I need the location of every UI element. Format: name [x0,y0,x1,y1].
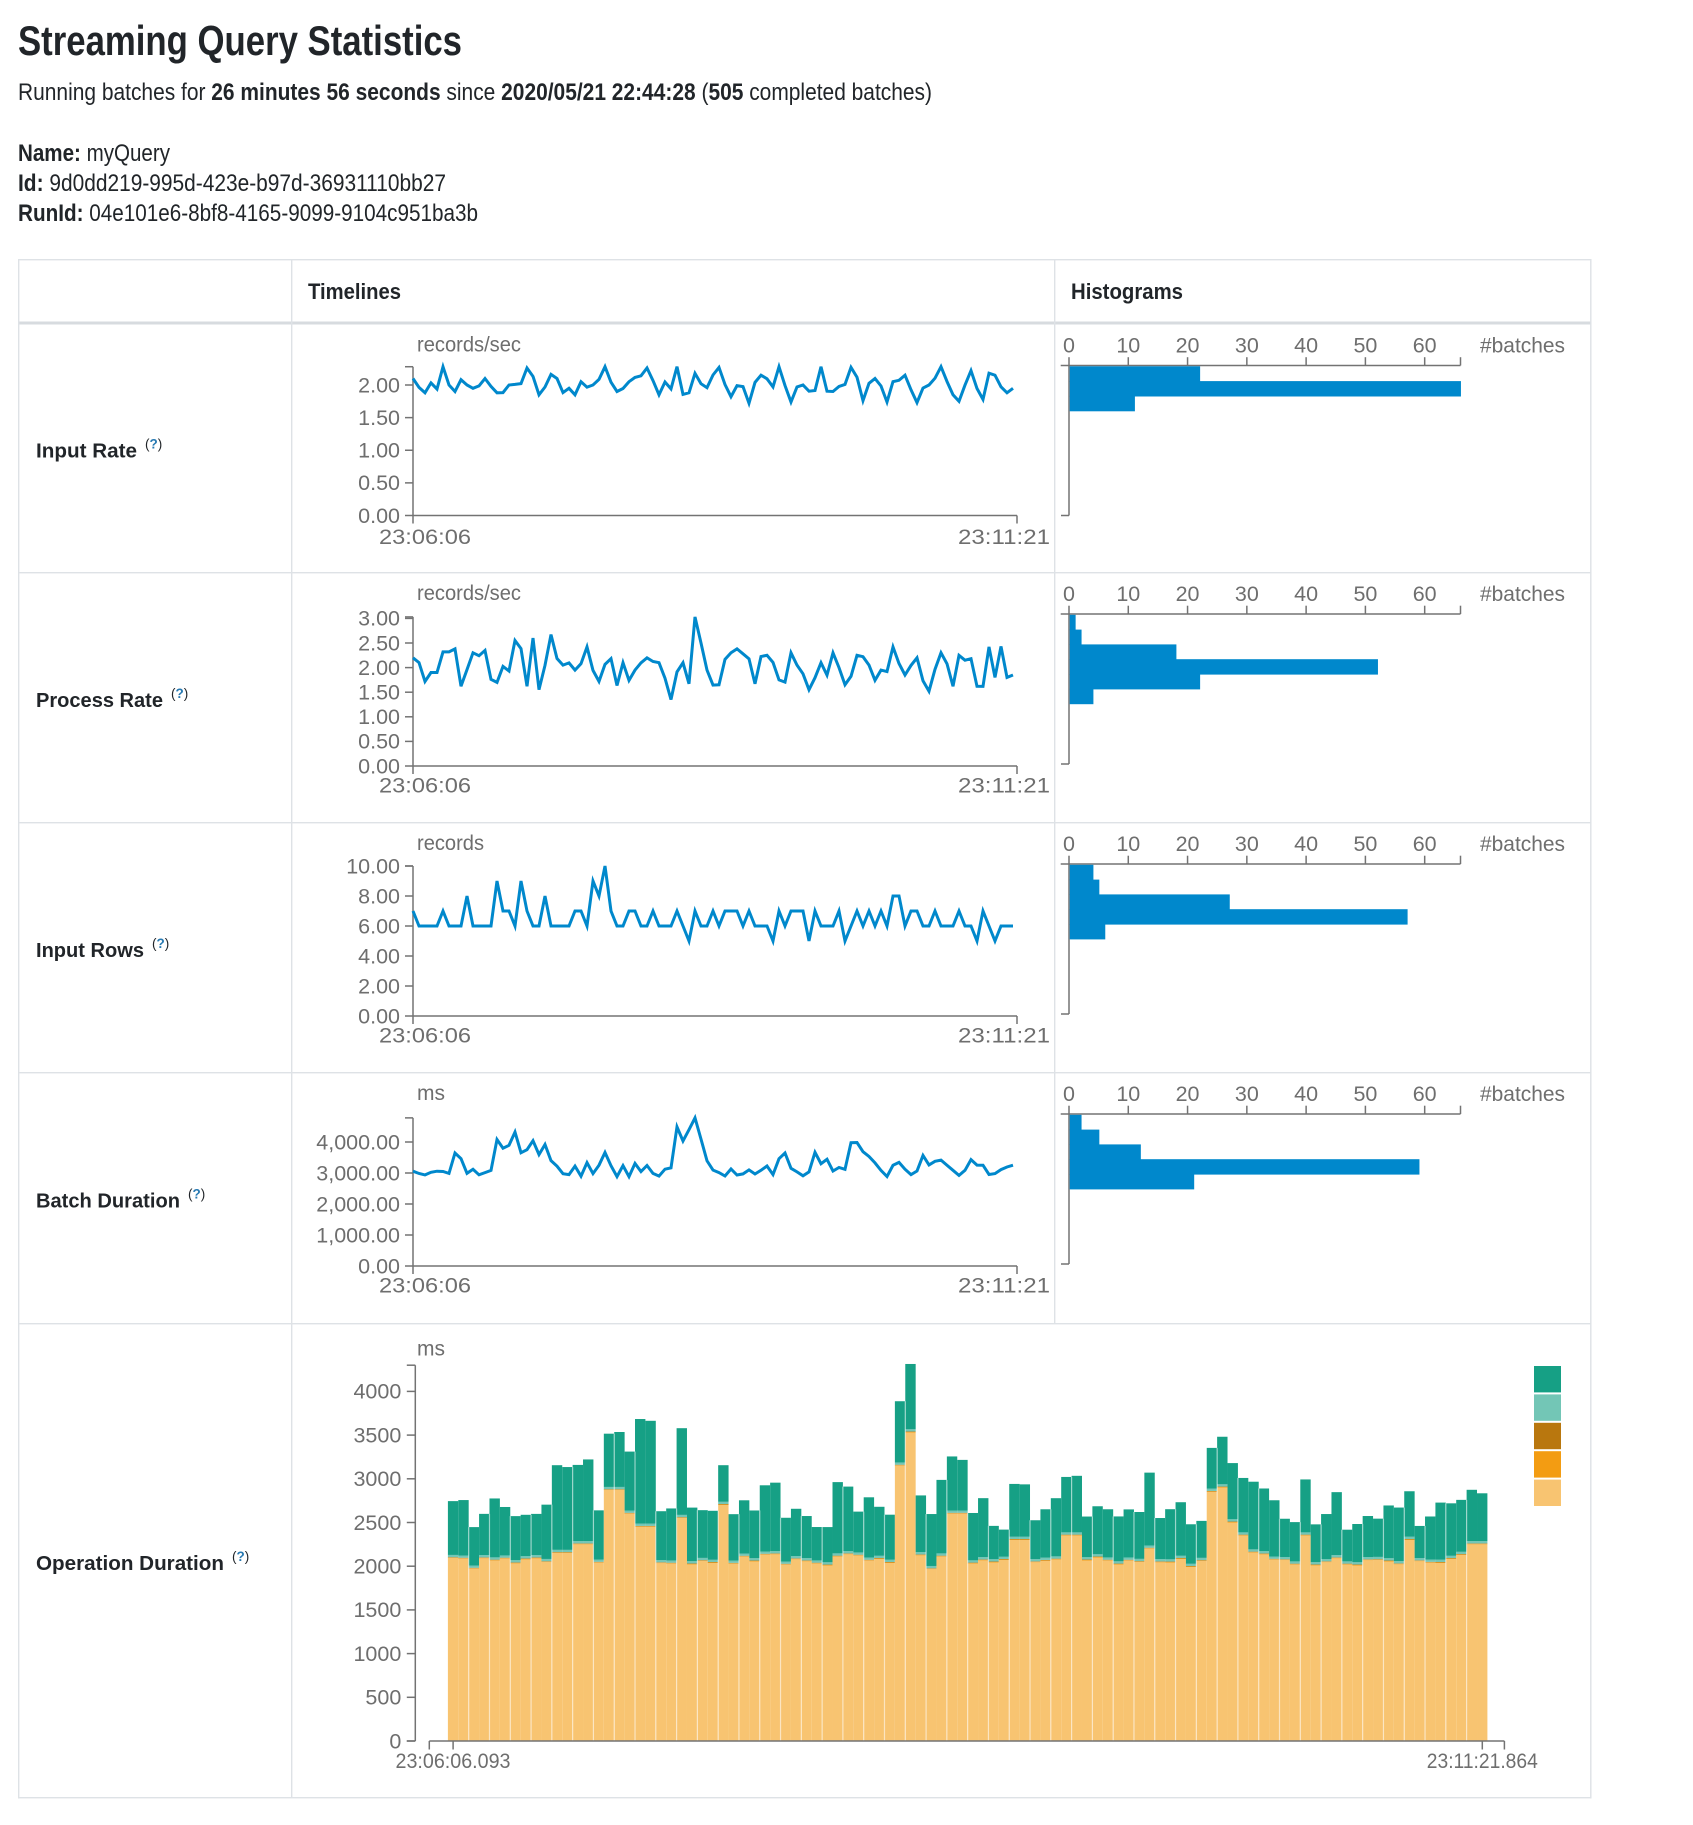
svg-text:0: 0 [1063,334,1075,358]
svg-text:records/sec: records/sec [417,333,521,357]
svg-text:60: 60 [1413,582,1437,606]
svg-text:10: 10 [1116,334,1140,358]
svg-text:(?): (?) [188,1187,205,1202]
svg-text:#batches: #batches [1480,1082,1565,1106]
svg-text:Operation Duration: Operation Duration [36,1552,224,1575]
svg-text:1500: 1500 [353,1598,401,1622]
svg-text:40: 40 [1294,582,1318,606]
svg-text:50: 50 [1353,832,1377,856]
svg-text:1.50: 1.50 [358,681,400,705]
svg-text:10: 10 [1116,832,1140,856]
svg-text:1000: 1000 [353,1642,401,1666]
svg-text:ms: ms [417,1337,445,1361]
svg-text:20: 20 [1176,1082,1200,1106]
svg-text:2.00: 2.00 [358,974,400,998]
svg-text:Id: 9d0dd219-995d-423e-b97d-36: Id: 9d0dd219-995d-423e-b97d-36931110bb27 [18,170,446,197]
svg-text:Input Rows: Input Rows [36,939,144,962]
svg-text:60: 60 [1413,1082,1437,1106]
svg-text:23:06:06: 23:06:06 [379,525,471,549]
svg-text:(?): (?) [145,437,162,452]
svg-text:ms: ms [417,1081,445,1105]
svg-text:0: 0 [1063,1082,1075,1106]
svg-text:23:06:06.093: 23:06:06.093 [396,1749,511,1773]
svg-text:#batches: #batches [1480,334,1565,358]
svg-text:3.00: 3.00 [358,607,400,631]
svg-text:Batch Duration: Batch Duration [36,1190,180,1213]
svg-text:1.50: 1.50 [358,406,400,430]
svg-text:23:11:21: 23:11:21 [958,525,1050,549]
svg-text:Running batches for 26 minutes: Running batches for 26 minutes 56 second… [18,79,932,106]
svg-text:30: 30 [1235,582,1259,606]
svg-text:2000: 2000 [353,1555,401,1579]
svg-text:3500: 3500 [353,1423,401,1447]
svg-text:23:11:21.864: 23:11:21.864 [1427,1749,1538,1773]
svg-text:Process Rate: Process Rate [36,689,163,712]
svg-text:2.00: 2.00 [358,373,400,397]
svg-text:40: 40 [1294,334,1318,358]
svg-text:30: 30 [1235,1082,1259,1106]
svg-text:records/sec: records/sec [417,581,521,605]
svg-text:Name: myQuery: Name: myQuery [18,140,170,167]
svg-text:60: 60 [1413,334,1437,358]
svg-text:0.50: 0.50 [358,471,400,495]
svg-text:30: 30 [1235,334,1259,358]
svg-text:23:11:21: 23:11:21 [958,1024,1050,1048]
svg-text:23:11:21: 23:11:21 [958,774,1050,798]
svg-text:50: 50 [1353,334,1377,358]
svg-text:23:11:21: 23:11:21 [958,1274,1050,1298]
svg-text:#batches: #batches [1480,582,1565,606]
svg-text:Streaming Query Statistics: Streaming Query Statistics [18,17,462,64]
svg-text:Histograms: Histograms [1071,279,1183,304]
svg-text:10: 10 [1116,582,1140,606]
svg-text:23:06:06: 23:06:06 [379,1274,471,1298]
svg-text:3000: 3000 [353,1467,401,1491]
svg-text:50: 50 [1353,1082,1377,1106]
svg-text:records: records [417,831,484,855]
svg-text:2.00: 2.00 [358,656,400,680]
svg-text:23:06:06: 23:06:06 [379,1024,471,1048]
svg-text:(?): (?) [171,686,188,701]
svg-text:50: 50 [1353,582,1377,606]
svg-text:6.00: 6.00 [358,914,400,938]
svg-text:RunId: 04e101e6-8bf8-4165-9099: RunId: 04e101e6-8bf8-4165-9099-9104c951b… [18,200,478,227]
svg-text:40: 40 [1294,1082,1318,1106]
svg-text:20: 20 [1176,832,1200,856]
svg-text:(?): (?) [232,1549,249,1564]
svg-text:0: 0 [1063,832,1075,856]
svg-text:30: 30 [1235,832,1259,856]
svg-text:2,000.00: 2,000.00 [316,1192,400,1216]
svg-text:3,000.00: 3,000.00 [316,1161,400,1185]
svg-text:Timelines: Timelines [308,279,401,304]
svg-text:23:06:06: 23:06:06 [379,774,471,798]
svg-text:(?): (?) [152,936,169,951]
svg-text:0: 0 [1063,582,1075,606]
svg-text:1.00: 1.00 [358,705,400,729]
svg-text:1.00: 1.00 [358,439,400,463]
svg-text:10.00: 10.00 [346,854,400,878]
svg-text:1,000.00: 1,000.00 [316,1223,400,1247]
svg-text:4,000.00: 4,000.00 [316,1130,400,1154]
svg-text:4000: 4000 [353,1380,401,1404]
svg-text:20: 20 [1176,334,1200,358]
svg-text:500: 500 [365,1686,401,1710]
svg-text:#batches: #batches [1480,832,1565,856]
svg-text:8.00: 8.00 [358,884,400,908]
svg-text:2500: 2500 [353,1511,401,1535]
svg-text:10: 10 [1116,1082,1140,1106]
svg-text:2.50: 2.50 [358,631,400,655]
svg-text:0.50: 0.50 [358,730,400,754]
svg-text:4.00: 4.00 [358,944,400,968]
svg-text:Input Rate: Input Rate [36,440,137,463]
svg-text:20: 20 [1176,582,1200,606]
svg-text:40: 40 [1294,832,1318,856]
svg-text:60: 60 [1413,832,1437,856]
